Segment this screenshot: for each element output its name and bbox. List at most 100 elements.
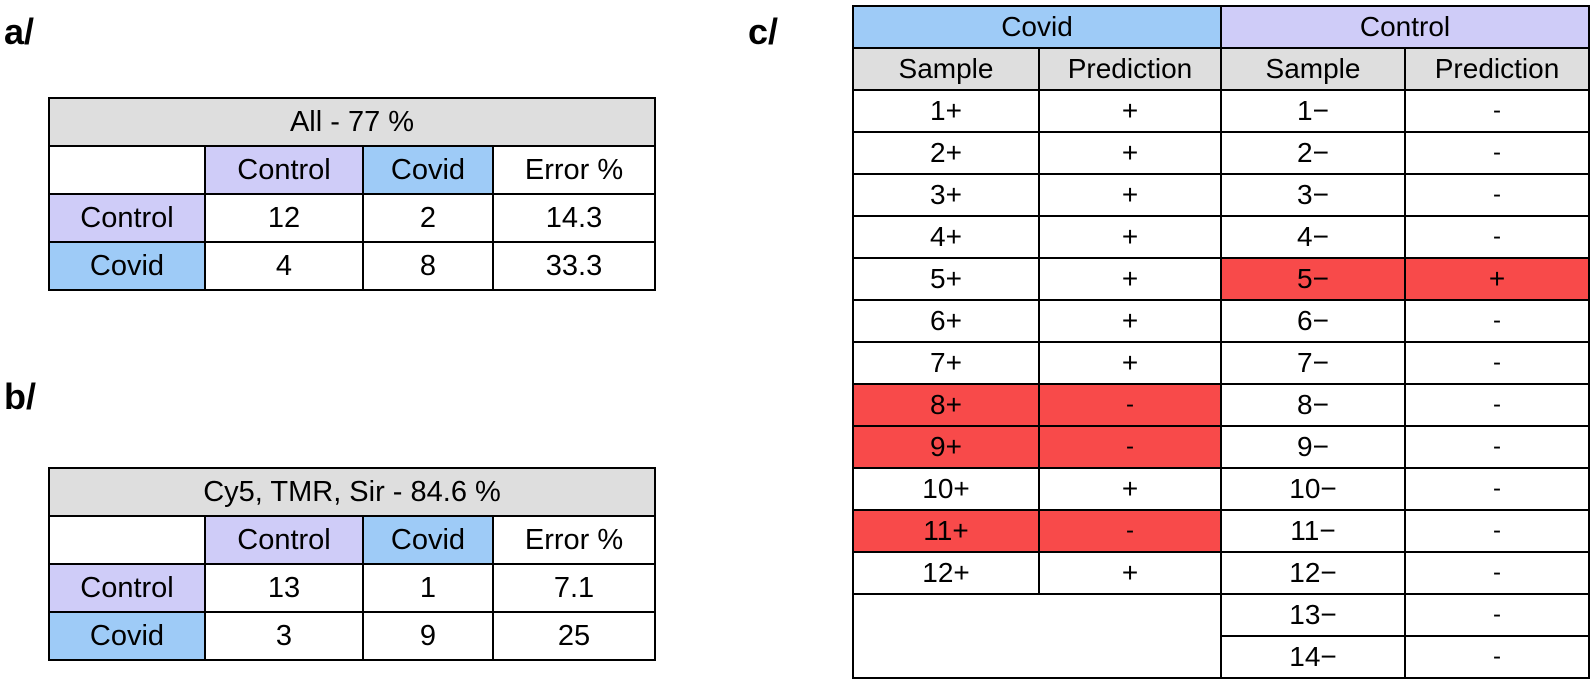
sub-header-prediction: Prediction <box>1038 47 1222 91</box>
table-row: Control 13 1 7.1 <box>48 563 657 613</box>
cell-value: 12 <box>204 193 364 243</box>
control-sample-cell: 10− <box>1220 467 1406 511</box>
control-sample-cell: 3− <box>1220 173 1406 217</box>
table-row: 6+ +6− - <box>852 299 1591 343</box>
covid-sample-cell: 3+ <box>852 173 1040 217</box>
group-header-covid: Covid <box>852 5 1222 49</box>
covid-prediction-cell: + <box>1038 551 1222 595</box>
control-prediction-cell: - <box>1403 593 1591 637</box>
table-row: Covid 3 9 25 <box>48 611 657 661</box>
table-row: 2+ +2− - <box>852 131 1591 175</box>
control-sample-cell: 4− <box>1220 215 1406 259</box>
table-row: Control 12 2 14.3 <box>48 193 657 243</box>
covid-prediction-cell: - <box>1038 425 1222 469</box>
confusion-table-all: All - 77 % Control Covid Error % Control… <box>47 97 657 291</box>
col-header-error: Error % <box>491 145 657 195</box>
row-header-control: Control <box>48 193 206 243</box>
control-prediction-cell: - <box>1403 341 1591 385</box>
control-sample-cell: 2− <box>1220 131 1406 175</box>
covid-prediction-cell: - <box>1038 383 1222 427</box>
sub-header-prediction: Prediction <box>1403 47 1591 91</box>
table-row: 13− - <box>852 593 1591 679</box>
row-header-covid: Covid <box>48 241 206 291</box>
cell-value: 13 <box>204 563 364 613</box>
covid-sample-cell: 1+ <box>852 89 1040 133</box>
table-row: 10+ +10− - <box>852 467 1591 511</box>
group-header-row: Covid Control <box>852 5 1591 49</box>
cell-value: 8 <box>362 241 494 291</box>
sub-header-sample: Sample <box>852 47 1040 91</box>
covid-sample-cell: 12+ <box>852 551 1040 595</box>
covid-sample-cell: 11+ <box>852 509 1040 553</box>
covid-sample-cell: 10+ <box>852 467 1040 511</box>
table-header-row: Control Covid Error % <box>48 145 657 195</box>
covid-sample-cell: 2+ <box>852 131 1040 175</box>
col-header-covid: Covid <box>362 515 494 565</box>
empty-merged-cell <box>852 593 1222 679</box>
control-prediction-cell: - <box>1403 425 1591 469</box>
control-prediction-cell: - <box>1403 173 1591 217</box>
table-row: 7+ +7− - <box>852 341 1591 385</box>
covid-prediction-cell: + <box>1038 467 1222 511</box>
sub-header-sample: Sample <box>1220 47 1406 91</box>
control-sample-cell: 14− <box>1220 635 1406 679</box>
table-row: 14− - <box>853 635 1591 679</box>
covid-sample-cell: 4+ <box>852 215 1040 259</box>
table-title: All - 77 % <box>47 97 657 147</box>
table-row: 9+ -9− - <box>852 425 1591 469</box>
covid-prediction-cell: - <box>1038 509 1222 553</box>
table-title-row: All - 77 % <box>47 97 657 147</box>
cell-value: 3 <box>204 611 364 661</box>
control-prediction-cell: - <box>1403 215 1591 259</box>
cell-value: 25 <box>491 611 657 661</box>
covid-sample-cell: 9+ <box>852 425 1040 469</box>
cell-value: 9 <box>362 611 494 661</box>
table-row: 12+ +12− - <box>852 551 1591 595</box>
table-header-row: Control Covid Error % <box>48 515 657 565</box>
table-title: Cy5, TMR, Sir - 84.6 % <box>47 467 657 517</box>
control-prediction-cell: - <box>1403 551 1591 595</box>
sub-header-row: Sample Prediction Sample Prediction <box>852 47 1591 91</box>
confusion-table-cy5-tmr-sir: Cy5, TMR, Sir - 84.6 % Control Covid Err… <box>47 467 657 661</box>
covid-prediction-cell: + <box>1038 89 1222 133</box>
control-prediction-cell: - <box>1403 467 1591 511</box>
covid-sample-cell: 6+ <box>852 299 1040 343</box>
covid-sample-cell: 7+ <box>852 341 1040 385</box>
control-prediction-cell: - <box>1403 89 1591 133</box>
control-sample-cell: 5− <box>1220 257 1406 301</box>
table-row: 5+ +5− + <box>852 257 1591 301</box>
cell-value: 1 <box>362 563 494 613</box>
col-header-error: Error % <box>491 515 657 565</box>
prediction-table: Covid Control Sample Prediction Sample P… <box>852 5 1591 679</box>
table-row: 1+ +1− - <box>852 89 1591 133</box>
covid-prediction-cell: + <box>1038 173 1222 217</box>
table-row: 11+ -11− - <box>852 509 1591 553</box>
empty-corner-cell <box>48 515 206 565</box>
control-sample-cell: 9− <box>1220 425 1406 469</box>
control-prediction-cell: - <box>1403 299 1591 343</box>
panel-label-a: a/ <box>4 11 35 52</box>
control-prediction-cell: - <box>1403 383 1591 427</box>
covid-prediction-cell: + <box>1038 341 1222 385</box>
table-row: Covid 4 8 33.3 <box>48 241 657 291</box>
empty-corner-cell <box>48 145 206 195</box>
control-sample-cell: 12− <box>1220 551 1406 595</box>
control-prediction-cell: - <box>1403 131 1591 175</box>
table-title-row: Cy5, TMR, Sir - 84.6 % <box>47 467 657 517</box>
panel-label-b: b/ <box>4 376 36 417</box>
col-header-covid: Covid <box>362 145 494 195</box>
control-prediction-cell: - <box>1403 635 1591 679</box>
cell-value: 33.3 <box>491 241 657 291</box>
table-row: 4+ +4− - <box>852 215 1591 259</box>
control-prediction-cell: + <box>1403 257 1591 301</box>
control-sample-cell: 13− <box>1220 593 1406 637</box>
col-header-control: Control <box>204 515 364 565</box>
row-header-control: Control <box>48 563 206 613</box>
covid-prediction-cell: + <box>1038 257 1222 301</box>
control-sample-cell: 6− <box>1220 299 1406 343</box>
control-sample-cell: 7− <box>1220 341 1406 385</box>
control-prediction-cell: - <box>1403 509 1591 553</box>
table-row: 8+ -8− - <box>852 383 1591 427</box>
cell-value: 14.3 <box>491 193 657 243</box>
prediction-table-body: Covid Control Sample Prediction Sample P… <box>852 5 1591 679</box>
